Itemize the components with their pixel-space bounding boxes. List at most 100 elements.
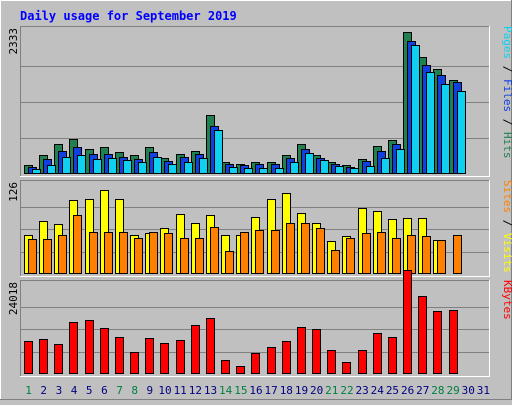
bar-pages-day-4 [77,155,86,174]
bar-pages-day-22 [350,168,359,174]
bar-pages-day-6 [108,158,117,174]
bar-sites-day-4 [73,215,82,274]
bar-kbytes-day-10 [160,343,169,374]
chart-panels: 2333 Pages / Files / Hits 126 Sites / Visit… [7,26,512,377]
bar-kbytes-day-28 [433,311,442,374]
bar-pages-day-21 [335,166,344,174]
chart-title: Daily usage for September 2019 [20,9,237,23]
bar-sites-day-22 [346,238,355,274]
bar-kbytes-day-2 [39,339,48,374]
bar-kbytes-day-6 [100,328,109,374]
side-legend: Pages / Files / Hits [501,26,512,159]
bar-kbytes-day-17 [267,347,276,374]
bar-kbytes-day-9 [145,338,154,374]
bar-pages-day-27 [426,72,435,174]
bar-pages-day-25 [396,149,405,174]
bar-sites-day-9 [149,232,158,274]
bar-pages-day-20 [320,160,329,174]
side-legend-part: Sites [501,180,512,213]
bar-pages-day-15 [244,168,253,174]
x-axis: 1 2 3 4 5 6 7 8 9 10 11 12 13 14 15 16 17 18 19 20 21 22 23 24 2… [25,384,490,397]
bar-pages-day-28 [441,84,450,174]
bar-sites-day-27 [422,236,431,274]
x-tick-day-13: 13 [204,384,217,397]
bar-sites-day-7 [119,232,128,274]
x-tick-day-15: 15 [234,384,247,397]
side-legend-part: / [501,112,512,132]
x-tick-day-9: 9 [147,384,154,397]
bar-sites-day-8 [134,238,143,274]
x-tick-day-12: 12 [189,384,202,397]
y-max-label: 24018 [7,282,20,315]
bar-kbytes-day-26 [403,270,412,374]
x-tick-day-28: 28 [431,384,444,397]
bar-pages-day-24 [381,158,390,174]
x-tick-day-30: 30 [462,384,475,397]
x-tick-day-6: 6 [101,384,108,397]
bar-pages-day-9 [153,157,162,174]
x-tick-day-8: 8 [131,384,138,397]
panel-top: 2333 Pages / Files / Hits [7,26,512,177]
x-tick-day-3: 3 [56,384,63,397]
bar-kbytes-day-11 [176,340,185,374]
bar-kbytes-day-19 [297,327,306,374]
bar-sites-day-1 [28,239,37,274]
bar-sites-day-2 [43,239,52,274]
bar-sites-day-23 [362,233,371,274]
bar-sites-day-26 [407,235,416,274]
bar-kbytes-day-14 [221,360,230,374]
bar-pages-day-17 [275,168,284,174]
bar-sites-day-15 [240,232,249,274]
bar-kbytes-day-27 [418,296,427,374]
bar-sites-day-6 [104,232,113,274]
bar-kbytes-day-23 [358,350,367,374]
y-max-label: 2333 [7,28,20,55]
bar-pages-day-5 [93,159,102,174]
side-legend-part: KBytes [501,280,512,320]
bar-pages-day-26 [411,45,420,174]
bar-kbytes-day-25 [388,337,397,374]
bar-pages-day-10 [168,164,177,174]
bar-sites-day-12 [195,238,204,274]
side-legend-part: Visits [501,233,512,273]
x-tick-day-16: 16 [249,384,262,397]
x-tick-day-1: 1 [25,384,32,397]
bar-kbytes-day-15 [236,366,245,374]
bar-sites-day-13 [210,227,219,274]
bar-kbytes-day-8 [130,352,139,374]
bar-kbytes-day-29 [449,310,458,374]
bar-sites-day-16 [255,230,264,274]
bar-sites-day-25 [392,238,401,274]
bar-kbytes-day-4 [69,322,78,374]
bar-pages-day-12 [199,158,208,174]
bar-pages-day-19 [305,153,314,174]
x-tick-day-23: 23 [356,384,369,397]
bar-pages-day-2 [47,165,56,174]
x-tick-day-18: 18 [280,384,293,397]
side-legend-part: / [501,59,512,79]
bar-sites-day-19 [301,223,310,274]
side-legend-part: Pages [501,26,512,59]
bar-kbytes-day-20 [312,329,321,374]
bar-sites-day-24 [377,232,386,274]
panel-middle: 126 Sites / Visits [7,180,512,277]
side-legend: KBytes [501,280,512,320]
bar-sites-day-11 [180,238,189,274]
x-tick-day-11: 11 [174,384,187,397]
x-tick-day-2: 2 [40,384,47,397]
bar-pages-day-3 [62,157,71,174]
x-tick-day-19: 19 [295,384,308,397]
x-tick-day-7: 7 [116,384,123,397]
x-tick-day-5: 5 [86,384,93,397]
bar-pages-day-13 [214,130,223,174]
bar-pages-day-11 [184,162,193,174]
x-tick-day-25: 25 [386,384,399,397]
bar-sites-day-21 [331,250,340,274]
bar-kbytes-day-7 [115,337,124,374]
bar-pages-day-7 [123,160,132,174]
side-legend-part: Hits [501,132,512,159]
bar-pages-day-23 [366,166,375,174]
panel-bottom: 24018 KBytes [7,270,512,377]
